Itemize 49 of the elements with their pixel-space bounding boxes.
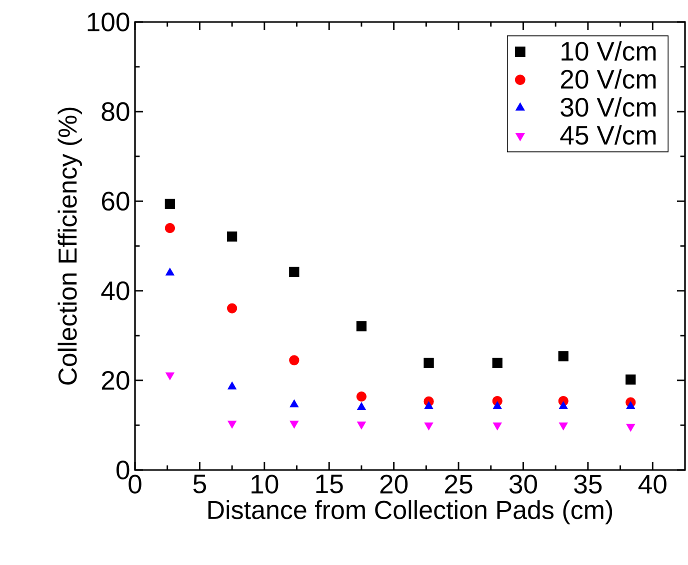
x-tick-label: 0 bbox=[128, 474, 142, 494]
point bbox=[626, 424, 636, 432]
y-axis-title: Collection Efficiency (%) bbox=[58, 108, 82, 385]
legend-label: 10 V/cm bbox=[562, 41, 656, 61]
point bbox=[492, 358, 502, 368]
x-tick-label: 5 bbox=[193, 474, 206, 494]
x-axis-title: Distance from Collection Pads (cm) bbox=[208, 500, 612, 524]
legend-label: 30 V/cm bbox=[560, 97, 656, 117]
point bbox=[492, 401, 502, 410]
x-tick-label: 20 bbox=[380, 474, 408, 494]
point bbox=[226, 232, 238, 242]
point bbox=[424, 401, 434, 410]
point bbox=[289, 355, 300, 366]
x-tick-label: 40 bbox=[638, 474, 666, 494]
x-tick-label: 35 bbox=[574, 474, 602, 494]
point bbox=[357, 402, 366, 410]
legend-label: 45 V/cm bbox=[560, 125, 656, 145]
point bbox=[164, 223, 176, 234]
y-tick-label: 40 bbox=[101, 281, 130, 300]
point bbox=[424, 422, 434, 430]
point bbox=[424, 358, 434, 368]
point bbox=[166, 268, 174, 276]
point bbox=[626, 374, 636, 385]
point bbox=[492, 422, 502, 430]
point bbox=[228, 382, 236, 390]
x-tick-label: 25 bbox=[445, 474, 472, 494]
point bbox=[289, 266, 300, 278]
y-tick-label: 80 bbox=[102, 102, 130, 122]
x-tick-label: 15 bbox=[316, 474, 343, 494]
point bbox=[290, 400, 299, 408]
point bbox=[290, 420, 299, 428]
y-tick-label: 60 bbox=[102, 192, 130, 211]
x-tick-label: 10 bbox=[252, 474, 278, 494]
point bbox=[357, 422, 366, 430]
point bbox=[226, 303, 238, 314]
point bbox=[356, 321, 367, 332]
point bbox=[558, 401, 568, 410]
point bbox=[356, 391, 367, 402]
point bbox=[626, 401, 636, 410]
y-tick-label: 100 bbox=[88, 12, 130, 32]
point bbox=[164, 198, 176, 209]
point bbox=[558, 351, 568, 362]
point bbox=[166, 372, 174, 380]
point bbox=[228, 420, 236, 428]
x-tick-label: 30 bbox=[509, 474, 538, 494]
legend-label: 20 V/cm bbox=[560, 69, 656, 89]
y-tick-label: 20 bbox=[102, 370, 130, 390]
point bbox=[558, 422, 568, 430]
y-tick-label: 0 bbox=[116, 460, 130, 480]
